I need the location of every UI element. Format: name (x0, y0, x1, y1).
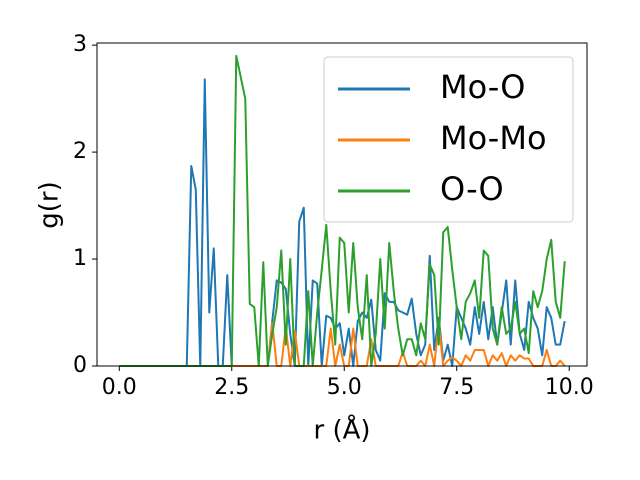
y-tick-label: 3 (73, 32, 87, 57)
y-axis-label: g(r) (35, 181, 65, 228)
y-tick-label: 2 (73, 139, 87, 164)
x-tick-label: 0.0 (102, 375, 137, 400)
series-line (119, 78, 566, 367)
legend-label: O-O (440, 170, 504, 208)
x-tick-label: 2.5 (214, 375, 249, 400)
x-tick-label: 5.0 (327, 375, 362, 400)
legend-label: Mo-O (440, 68, 525, 106)
legend-label: Mo-Mo (440, 119, 547, 157)
y-tick-label: 1 (73, 246, 87, 271)
x-tick-label: 7.5 (439, 375, 474, 400)
x-axis-label: r (Å) (313, 414, 370, 446)
axes-frame (96, 42, 588, 367)
y-tick-label: 0 (73, 353, 87, 378)
legend-box (323, 56, 574, 223)
x-tick-label: 10.0 (545, 375, 594, 400)
